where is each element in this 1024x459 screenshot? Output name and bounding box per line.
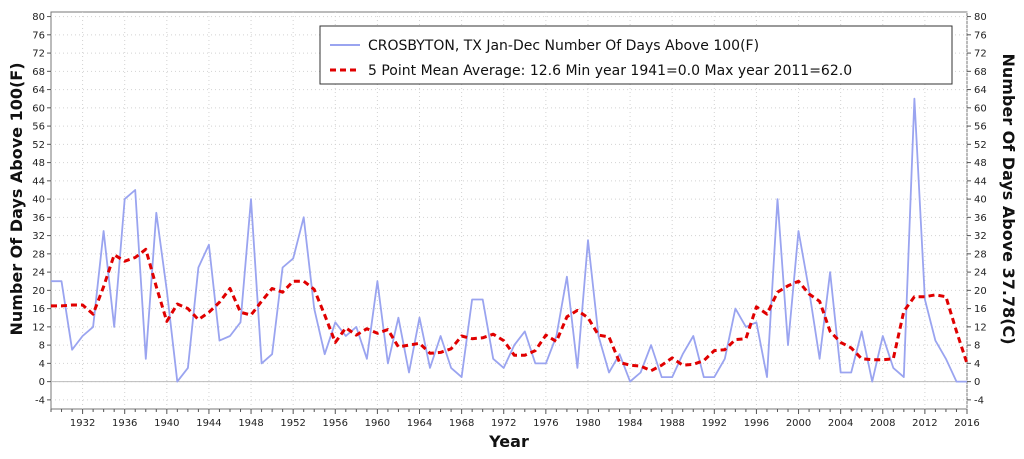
x-tick-label: 1936 [112,418,137,429]
right-y-tick-label: 4 [974,359,980,370]
left-y-tick-label: 32 [32,231,45,242]
legend-label-raw: CROSBYTON, TX Jan-Dec Number Of Days Abo… [368,38,759,54]
left-y-tick-label: 52 [32,140,45,151]
x-tick-label: 1980 [575,418,600,429]
left-y-tick-label: 16 [32,304,45,315]
left-y-tick-label: 80 [32,12,45,23]
x-tick-label: 1968 [449,418,474,429]
left-y-tick-label: 68 [32,67,45,78]
left-y-tick-label: 0 [39,377,45,388]
right-y-tick-label: 56 [974,122,987,133]
left-y-tick-label: 48 [32,158,45,169]
right-y-tick-label: 40 [974,195,987,206]
x-tick-label: 2012 [912,418,937,429]
left-y-tick-label: -4 [35,395,45,406]
right-y-axis: -404812162024283236404448525660646872768… [967,12,987,406]
right-y-tick-label: 80 [974,12,987,23]
left-y-tick-label: 76 [32,30,45,41]
x-tick-label: 2016 [954,418,979,429]
x-tick-label: 1956 [323,418,348,429]
x-tick-label: 1988 [659,418,684,429]
x-tick-label: 2008 [870,418,895,429]
right-y-axis-title: Number Of Days Above 37.78(C) [999,53,1018,344]
left-y-tick-label: 60 [32,103,45,114]
grid [51,12,968,409]
x-tick-label: 1996 [744,418,769,429]
x-tick-label: 1944 [196,418,221,429]
right-y-tick-label: 52 [974,140,987,151]
x-tick-label: 1952 [280,418,305,429]
right-y-tick-label: 60 [974,103,987,114]
left-y-tick-label: 12 [32,322,45,333]
x-tick-label: 2000 [786,418,811,429]
right-y-tick-label: 48 [974,158,987,169]
legend: CROSBYTON, TX Jan-Dec Number Of Days Abo… [319,25,953,85]
x-tick-label: 1964 [407,418,432,429]
x-axis: 1932 1936 1940 1944 1948 1952 1956 1960 1964 1968… [50,409,980,429]
series-line-5-point-mean [51,247,969,373]
left-y-tick-label: 28 [32,249,45,260]
series-layer [51,97,969,383]
x-tick-label: 1992 [702,418,727,429]
left-y-axis: -404812162024283236404448525660646872768… [32,12,51,406]
left-y-tick-label: 44 [32,176,45,187]
right-y-tick-label: 68 [974,67,987,78]
right-y-tick-label: 8 [974,341,980,352]
legend-box [319,25,953,85]
left-y-axis-title: Number Of Days Above 100(F) [7,62,26,335]
left-y-tick-label: 24 [32,268,45,279]
left-y-tick-label: 4 [39,359,45,370]
right-y-tick-label: 32 [974,231,987,242]
right-y-tick-label: 12 [974,322,987,333]
right-y-tick-label: 72 [974,49,987,60]
x-tick-label: 1972 [491,418,516,429]
left-y-tick-label: 56 [32,122,45,133]
right-y-tick-label: 76 [974,30,987,41]
right-y-tick-label: 28 [974,249,987,260]
x-tick-label: 1940 [154,418,179,429]
x-tick-label: 1960 [365,418,390,429]
x-tick-label: 1932 [70,418,95,429]
x-tick-label: 1976 [533,418,558,429]
right-y-tick-label: 16 [974,304,987,315]
left-y-tick-label: 8 [39,341,45,352]
right-y-tick-label: -4 [974,395,984,406]
series-line-days-above-100f [51,97,967,383]
x-tick-label: 2004 [828,418,853,429]
right-y-tick-label: 36 [974,213,987,224]
left-y-tick-label: 72 [32,49,45,60]
x-tick-label: 1948 [238,418,263,429]
left-y-tick-label: 36 [32,213,45,224]
x-tick-label: 1984 [617,418,642,429]
right-y-tick-label: 64 [974,85,987,96]
x-axis-title: Year [488,432,529,451]
legend-label-mean: 5 Point Mean Average: 12.6 Min year 1941… [368,63,852,79]
right-y-tick-label: 20 [974,286,987,297]
right-y-tick-label: 0 [974,377,980,388]
right-y-tick-label: 44 [974,176,987,187]
left-y-tick-label: 64 [32,85,45,96]
left-y-tick-label: 20 [32,286,45,297]
right-y-tick-label: 24 [974,268,987,279]
left-y-tick-label: 40 [32,195,45,206]
